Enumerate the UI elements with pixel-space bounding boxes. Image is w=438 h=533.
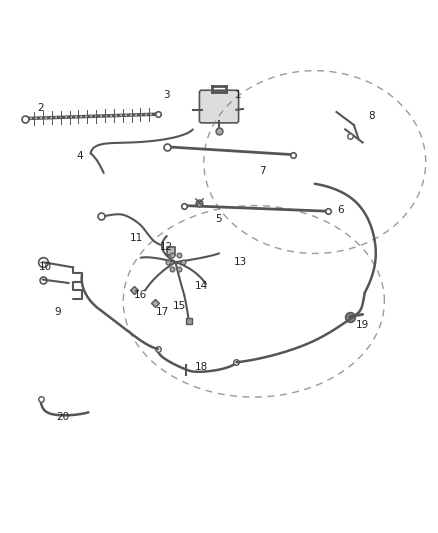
Text: 8: 8 <box>368 111 374 122</box>
Text: 14: 14 <box>195 281 208 291</box>
Text: 1: 1 <box>235 90 242 100</box>
Text: 3: 3 <box>163 90 170 100</box>
Text: 9: 9 <box>55 307 61 317</box>
Text: 20: 20 <box>56 411 69 422</box>
FancyBboxPatch shape <box>199 90 239 123</box>
Text: 4: 4 <box>76 150 83 160</box>
Text: 18: 18 <box>195 361 208 372</box>
Text: 12: 12 <box>160 242 173 252</box>
Text: 10: 10 <box>39 262 52 271</box>
Text: 11: 11 <box>130 233 143 243</box>
Text: 13: 13 <box>234 257 247 267</box>
Text: 2: 2 <box>37 103 44 112</box>
Text: 5: 5 <box>215 214 223 224</box>
Text: 17: 17 <box>156 307 169 317</box>
Text: 15: 15 <box>173 301 187 311</box>
Text: 6: 6 <box>338 205 344 215</box>
Text: 19: 19 <box>356 320 369 330</box>
Text: 7: 7 <box>259 166 266 176</box>
Text: 16: 16 <box>134 290 147 300</box>
